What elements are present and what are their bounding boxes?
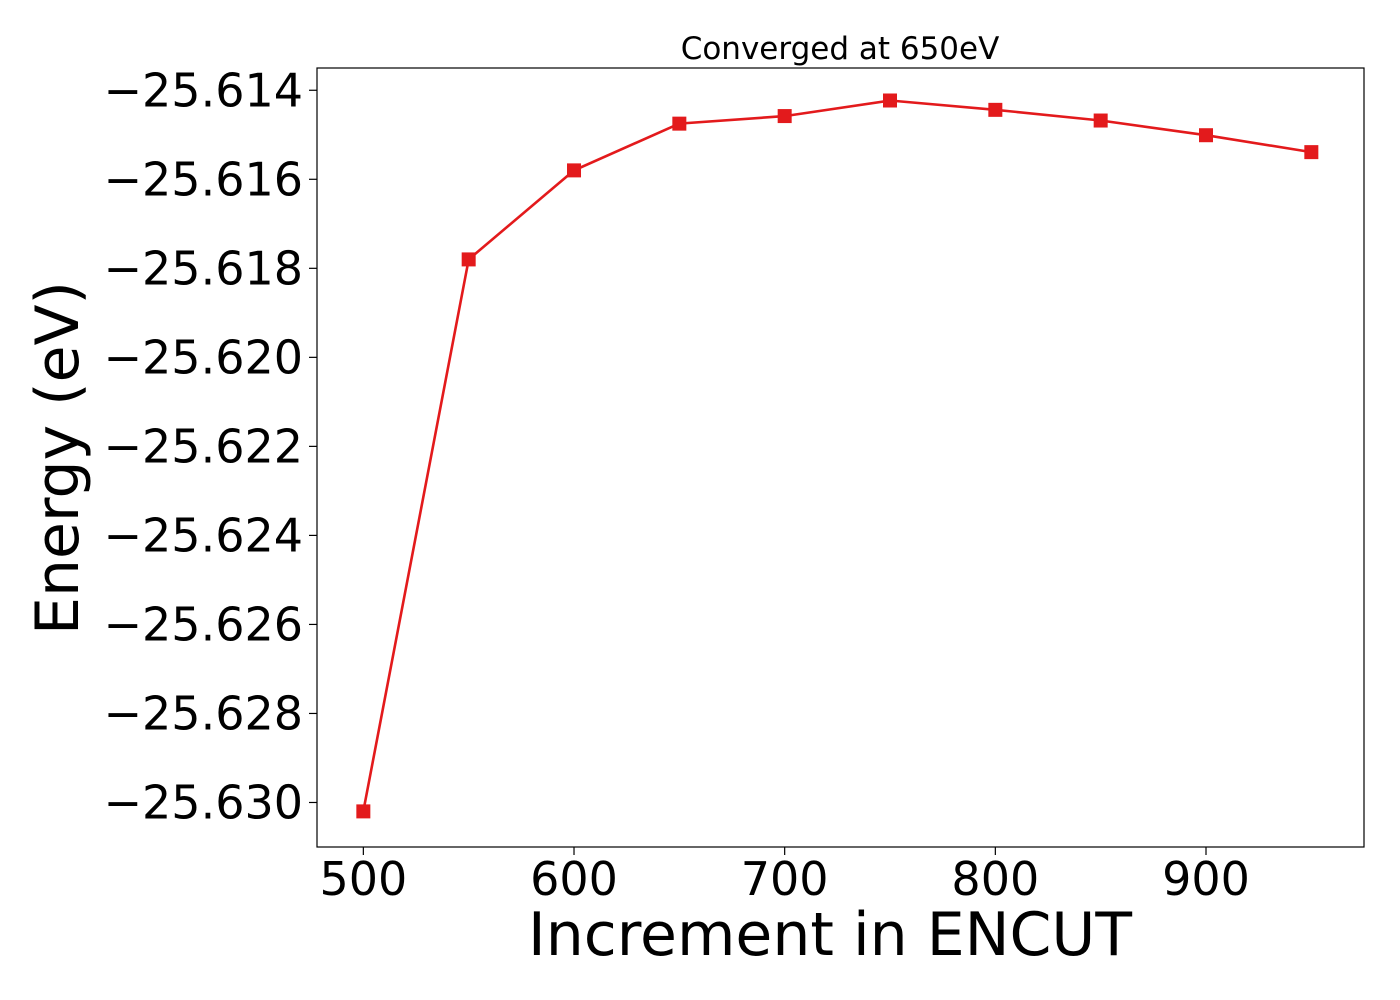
x-tick-label: 800 [951, 852, 1039, 906]
y-axis-label: Energy (eV) [23, 281, 93, 635]
x-tick-label: 600 [530, 852, 618, 906]
data-point-marker [1199, 128, 1214, 143]
plot-area-frame [316, 67, 1365, 848]
x-axis-ticks: 500 600 700 800 900 [319, 847, 1250, 906]
series-line [362, 99, 1312, 812]
y-axis-ticks: −25.614 −25.616 −25.618 −25.620 −25.622 −25.6… [104, 63, 317, 829]
data-point-marker [988, 102, 1003, 117]
y-tick-label: −25.616 [104, 152, 304, 206]
y-tick-label: −25.626 [104, 597, 304, 651]
x-tick-label: 500 [319, 852, 407, 906]
y-tick-label: −25.624 [104, 508, 304, 562]
y-tick-label: −25.630 [104, 775, 304, 829]
data-point-marker [356, 804, 371, 819]
x-axis-label: Increment in ENCUT [528, 900, 1132, 970]
data-point-marker [1304, 145, 1319, 160]
y-tick-label: −25.622 [104, 419, 304, 473]
data-point-marker [777, 109, 792, 124]
x-tick-label: 900 [1162, 852, 1250, 906]
y-tick-label: −25.628 [104, 686, 304, 740]
y-tick-label: −25.618 [104, 241, 304, 295]
chart-title: Converged at 650eV [681, 31, 1000, 67]
y-tick-label: −25.620 [104, 330, 304, 384]
y-tick-label: −25.614 [104, 63, 304, 117]
data-point-marker [567, 163, 582, 178]
data-point-marker [1093, 113, 1108, 128]
data-point-marker [883, 93, 898, 108]
data-point-marker [672, 116, 687, 131]
series-layer [356, 93, 1319, 819]
data-point-marker [461, 252, 476, 267]
x-tick-label: 700 [741, 852, 829, 906]
